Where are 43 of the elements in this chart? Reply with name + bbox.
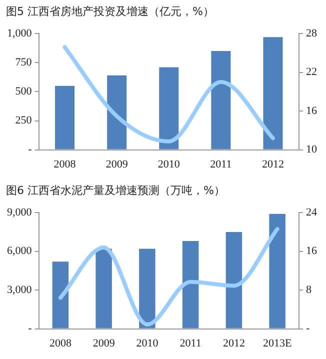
y2-tick-label: 24: [306, 206, 318, 218]
bar: [107, 75, 127, 150]
x-tick-label: 2011: [180, 337, 202, 350]
chart-title: 图6 江西省水泥产量及增速预测（万吨，%）: [6, 183, 225, 198]
y-tick-label: 3,000: [7, 284, 32, 296]
y2-tick-label: 10: [306, 144, 318, 156]
bar: [55, 86, 75, 150]
bar: [159, 67, 179, 150]
y-tick-label: 9,000: [7, 206, 32, 218]
x-tick-label: 2009: [92, 337, 116, 350]
chart-title: 图5 江西省房地产投资及增速（亿元，%）: [6, 4, 214, 19]
bar: [211, 51, 231, 150]
y-tick-label: 250: [15, 114, 32, 127]
y2-tick-label: 16: [306, 245, 318, 258]
x-tick-label: 2010: [136, 337, 159, 350]
y-tick-label: -: [28, 144, 32, 156]
y2-tick-label: 16: [306, 104, 318, 117]
x-tick-label: 2008: [49, 337, 72, 350]
line-series: [58, 227, 280, 326]
line-series: [62, 45, 275, 144]
bar: [263, 37, 283, 150]
bar: [269, 214, 286, 328]
x-tick-label: 2008: [54, 158, 76, 170]
bar: [52, 262, 69, 328]
x-tick-label: 2010: [158, 158, 180, 170]
bar: [96, 248, 112, 328]
x-tick-label: 2011: [210, 158, 232, 170]
y-tick-label: 1,000: [7, 27, 32, 40]
y2-tick-label: -: [306, 322, 310, 335]
x-tick-label: 2012: [222, 337, 245, 350]
y-tick-label: 6,000: [7, 245, 32, 258]
y-tick-label: -: [28, 322, 32, 335]
x-tick-label: 2012: [262, 158, 284, 170]
y2-tick-label: 8: [306, 284, 312, 296]
bar: [226, 232, 242, 328]
y2-tick-label: 22: [306, 66, 317, 78]
bar: [139, 248, 156, 328]
y2-tick-label: 28: [306, 27, 318, 40]
x-tick-label: 2009: [106, 158, 128, 170]
bar: [182, 241, 199, 328]
y-tick-label: 750: [15, 56, 32, 69]
x-tick-label: 2013E: [262, 337, 292, 350]
y-tick-label: 500: [15, 86, 32, 98]
